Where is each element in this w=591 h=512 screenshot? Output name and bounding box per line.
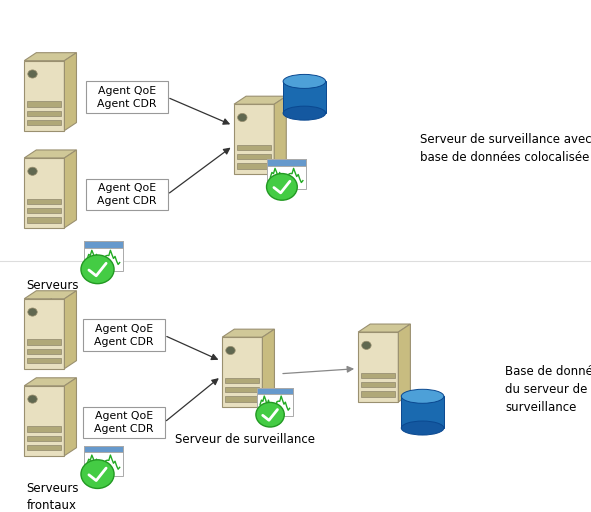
Polygon shape: [24, 378, 76, 386]
Bar: [225, 396, 259, 402]
Bar: [27, 199, 61, 204]
Circle shape: [28, 70, 37, 78]
Text: Serveur de surveillance: Serveur de surveillance: [176, 433, 315, 445]
Polygon shape: [398, 324, 410, 402]
Bar: [267, 159, 306, 189]
Bar: [27, 101, 61, 106]
Bar: [84, 241, 123, 248]
Bar: [283, 81, 326, 113]
Circle shape: [28, 395, 37, 403]
Polygon shape: [222, 337, 262, 407]
Circle shape: [226, 346, 235, 354]
Bar: [225, 378, 259, 383]
Bar: [401, 396, 444, 428]
Bar: [27, 208, 61, 213]
Circle shape: [362, 341, 371, 349]
Circle shape: [81, 255, 114, 284]
Polygon shape: [24, 158, 64, 228]
Text: Agent QoE
Agent CDR: Agent QoE Agent CDR: [98, 86, 157, 109]
Polygon shape: [24, 150, 76, 158]
Bar: [27, 436, 61, 441]
Bar: [84, 446, 123, 453]
Polygon shape: [24, 60, 64, 131]
Polygon shape: [64, 291, 76, 369]
Bar: [237, 163, 271, 169]
Circle shape: [28, 308, 37, 316]
Ellipse shape: [283, 106, 326, 120]
Bar: [27, 426, 61, 432]
Polygon shape: [64, 378, 76, 456]
Ellipse shape: [401, 389, 444, 403]
Polygon shape: [262, 329, 274, 407]
Polygon shape: [24, 386, 64, 456]
Ellipse shape: [401, 421, 444, 435]
Text: Serveurs
frontaux: Serveurs frontaux: [27, 279, 79, 309]
Bar: [27, 111, 61, 116]
Circle shape: [238, 113, 247, 122]
Text: Agent QoE
Agent CDR: Agent QoE Agent CDR: [98, 183, 157, 206]
Bar: [84, 446, 123, 476]
Bar: [27, 445, 61, 451]
Bar: [257, 388, 293, 394]
FancyBboxPatch shape: [86, 179, 168, 210]
Bar: [27, 339, 61, 345]
Text: Base de données
du serveur de
surveillance: Base de données du serveur de surveillan…: [505, 365, 591, 414]
Polygon shape: [358, 324, 410, 332]
Text: Serveur de surveillance avec
base de données colocalisée: Serveur de surveillance avec base de don…: [420, 133, 591, 164]
Bar: [267, 159, 306, 166]
Bar: [237, 145, 271, 150]
Polygon shape: [64, 53, 76, 131]
Polygon shape: [222, 329, 274, 337]
Bar: [27, 120, 61, 125]
Bar: [27, 217, 61, 223]
Text: Agent QoE
Agent CDR: Agent QoE Agent CDR: [95, 411, 154, 434]
Bar: [361, 382, 395, 387]
Polygon shape: [24, 291, 76, 299]
Polygon shape: [24, 53, 76, 60]
Polygon shape: [64, 150, 76, 228]
Bar: [27, 349, 61, 354]
Bar: [257, 388, 293, 416]
Bar: [27, 358, 61, 364]
FancyBboxPatch shape: [83, 319, 165, 351]
Circle shape: [81, 460, 114, 488]
FancyBboxPatch shape: [86, 81, 168, 113]
Polygon shape: [24, 299, 64, 369]
Polygon shape: [234, 104, 274, 174]
Polygon shape: [234, 96, 286, 104]
Text: Agent QoE
Agent CDR: Agent QoE Agent CDR: [95, 324, 154, 347]
Ellipse shape: [283, 74, 326, 89]
Polygon shape: [358, 332, 398, 402]
Bar: [361, 391, 395, 397]
Bar: [84, 241, 123, 271]
Bar: [225, 387, 259, 392]
Circle shape: [256, 402, 284, 427]
Text: Serveurs
frontaux: Serveurs frontaux: [27, 482, 79, 512]
Bar: [361, 373, 395, 378]
FancyBboxPatch shape: [83, 407, 165, 438]
Polygon shape: [274, 96, 286, 174]
Circle shape: [267, 174, 297, 200]
Circle shape: [28, 167, 37, 175]
Bar: [237, 154, 271, 159]
